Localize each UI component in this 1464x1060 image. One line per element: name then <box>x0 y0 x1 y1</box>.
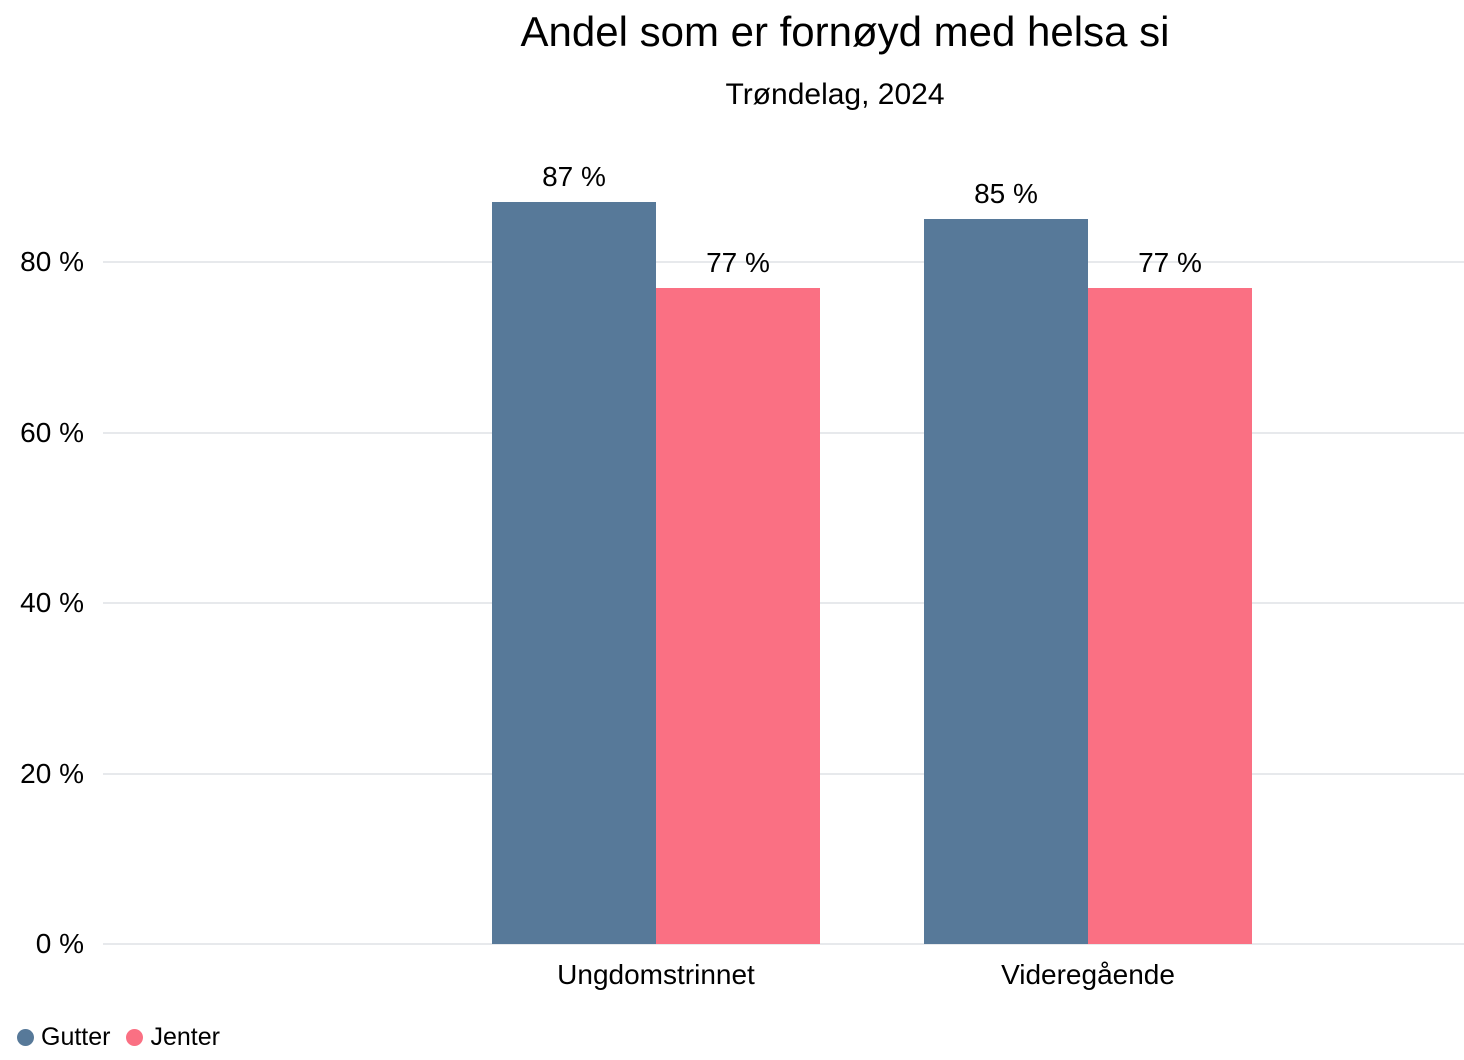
value-label-gutter-videregående: 85 % <box>974 178 1038 209</box>
value-label-gutter-ungdomstrinnet: 87 % <box>542 161 606 192</box>
bar-gutter-videregående <box>924 219 1088 944</box>
legend-item-gutter: Gutter <box>17 1022 110 1052</box>
legend: Gutter Jenter <box>17 1022 220 1052</box>
y-axis-tick-label-40: 40 % <box>20 587 84 618</box>
legend-label-jenter: Jenter <box>150 1023 220 1051</box>
chart-subtitle: Trøndelag, 2024 <box>725 78 945 111</box>
x-axis-category-label-videregående: Videregående <box>1001 959 1175 990</box>
legend-marker-jenter-icon <box>126 1028 144 1046</box>
legend-marker-gutter-icon <box>17 1028 34 1046</box>
gridline-0 <box>103 943 1464 945</box>
y-axis-tick-label-20: 20 % <box>20 757 84 789</box>
value-label-jenter-ungdomstrinnet: 77 % <box>706 247 770 278</box>
gridline-80 <box>103 261 1464 263</box>
y-axis-tick-label-0: 0 % <box>35 928 84 959</box>
x-axis-category-label-ungdomstrinnet: Ungdomstrinnet <box>557 959 755 990</box>
y-axis-tick-label-80: 80 % <box>20 246 84 277</box>
legend-label-gutter: Gutter <box>41 1023 111 1051</box>
chart-title: Andel som er fornøyd med helsa si <box>520 8 1170 55</box>
value-label-jenter-videregående: 77 % <box>1138 247 1202 278</box>
legend-item-jenter: Jenter <box>126 1022 220 1052</box>
bar-gutter-ungdomstrinnet <box>492 202 656 944</box>
bar-jenter-ungdomstrinnet <box>656 288 820 944</box>
bar-jenter-videregående <box>1088 288 1252 944</box>
y-axis-tick-label-60: 60 % <box>20 416 84 448</box>
